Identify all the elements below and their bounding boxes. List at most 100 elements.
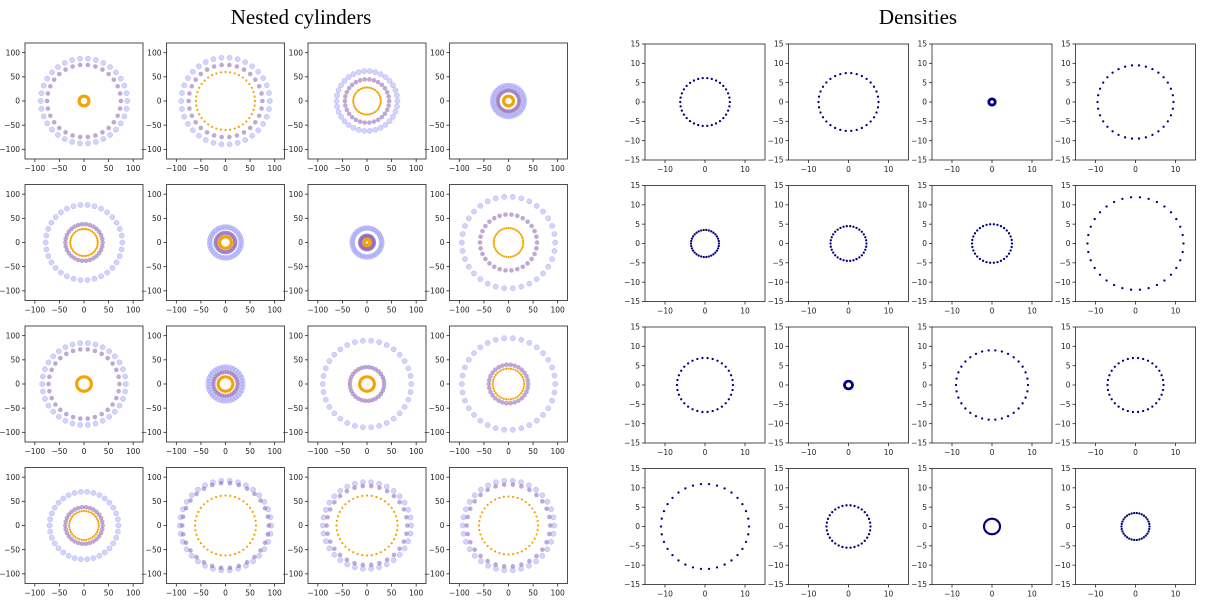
y-tick-label: −50 <box>146 545 162 554</box>
outer-ring-point <box>43 246 50 253</box>
inner-ring-point <box>517 251 521 254</box>
inner-ring-point <box>354 91 357 95</box>
outer-ring-point <box>478 558 484 565</box>
middle-ring-point <box>218 565 224 571</box>
x-tick-label: −10 <box>944 307 960 316</box>
outer-ring-point <box>218 141 225 148</box>
outer-ring-point <box>509 335 516 342</box>
inner-ring-point <box>493 389 496 393</box>
outer-ring-point <box>256 552 263 559</box>
outer-ring-point <box>540 412 546 418</box>
middle-ring-point <box>485 558 490 564</box>
y-tick-label: 15 <box>1061 464 1071 473</box>
density-ring-point <box>831 511 834 514</box>
density-ring-point <box>1102 120 1105 123</box>
outer-ring-point <box>551 248 558 254</box>
density-ring-point <box>1146 408 1150 411</box>
density-ring-point <box>693 233 696 236</box>
inner-ring-point <box>224 554 227 557</box>
outer-ring-point <box>382 74 389 80</box>
density-ring-point <box>821 85 825 88</box>
inner-ring-point <box>214 495 218 499</box>
outer-ring-point <box>77 277 84 283</box>
middle-ring-point <box>64 351 69 357</box>
inner-ring-point <box>69 530 72 534</box>
y-tick-label: 0 <box>922 239 927 248</box>
y-tick-label: −5 <box>916 542 927 551</box>
inner-ring-point <box>87 510 90 513</box>
inner-ring-point <box>91 536 94 539</box>
density-ring-point <box>728 96 731 99</box>
inner-ring-point <box>375 495 378 499</box>
density-ring-point <box>1130 538 1133 541</box>
middle-ring-point <box>44 98 50 104</box>
inner-ring-point <box>249 542 252 545</box>
y-tick-label: 15 <box>630 464 640 473</box>
inner-ring-point <box>96 528 100 532</box>
inner-ring-point <box>494 247 497 251</box>
y-tick-label: 10 <box>1061 201 1071 210</box>
x-tick-label: 10 <box>740 590 750 599</box>
y-tick-label: −10 <box>624 136 640 145</box>
inner-ring-point <box>195 533 198 536</box>
outer-ring-point <box>518 565 524 572</box>
middle-ring-point <box>366 398 372 404</box>
density-ring-point <box>969 356 972 359</box>
middle-ring-point <box>360 483 366 489</box>
middle-ring-point <box>504 400 509 406</box>
outer-ring-point <box>50 353 56 360</box>
inner-ring-point <box>94 249 97 252</box>
inner-ring-point <box>90 230 94 233</box>
middle-ring-point <box>79 541 85 547</box>
y-tick-label: 100 <box>430 473 445 482</box>
outer-ring-point <box>548 506 554 513</box>
density-ring-point <box>855 226 858 230</box>
density-ring-point <box>1113 365 1116 368</box>
outer-ring-point <box>390 113 396 120</box>
outer-ring-point <box>255 127 262 134</box>
density-ring-point <box>1108 393 1111 396</box>
middle-ring-point <box>371 78 377 83</box>
x-tick-label: 100 <box>551 164 566 173</box>
density-ring-point <box>955 377 958 380</box>
outer-ring-point <box>69 139 76 145</box>
density-ring-point <box>1136 410 1140 414</box>
outer-ring-point <box>49 534 55 541</box>
outer-ring-point <box>501 83 508 89</box>
x-tick-label: −50 <box>335 447 351 456</box>
outer-ring-point <box>352 564 358 571</box>
x-tick-label: 0 <box>223 447 228 456</box>
inner-ring-point <box>507 255 510 259</box>
density-ring-point <box>722 84 725 87</box>
inner-ring-point <box>505 255 508 258</box>
outer-ring-point <box>116 253 123 259</box>
density-ring-point <box>819 111 822 114</box>
outer-ring-point <box>489 98 496 104</box>
outer-ring-point <box>361 68 368 75</box>
inner-ring-point <box>500 396 503 399</box>
density-ring-point <box>706 356 709 360</box>
x-tick-label: 50 <box>528 164 538 173</box>
inner-ring-point <box>248 82 251 86</box>
axes-frame <box>307 325 427 443</box>
outer-ring-point <box>84 488 91 495</box>
density-ring-point <box>845 546 848 549</box>
x-tick-label: −50 <box>193 164 209 173</box>
inner-ring-point <box>523 382 526 386</box>
middle-ring-point <box>105 407 110 413</box>
inner-ring-point <box>252 90 255 94</box>
middle-ring-point <box>93 133 98 138</box>
density-ring-point <box>833 74 837 78</box>
density-ring-point <box>1144 65 1148 68</box>
density-ring-point <box>845 225 848 228</box>
middle-ring-point <box>352 485 357 491</box>
density-ring-point <box>679 96 682 99</box>
density-ring-point <box>741 547 744 551</box>
outer-ring-point <box>47 528 54 535</box>
y-tick-label: −5 <box>1059 259 1070 268</box>
middle-ring-point <box>259 106 264 111</box>
axes-frame <box>644 326 766 444</box>
density-ring-point <box>1106 378 1110 382</box>
